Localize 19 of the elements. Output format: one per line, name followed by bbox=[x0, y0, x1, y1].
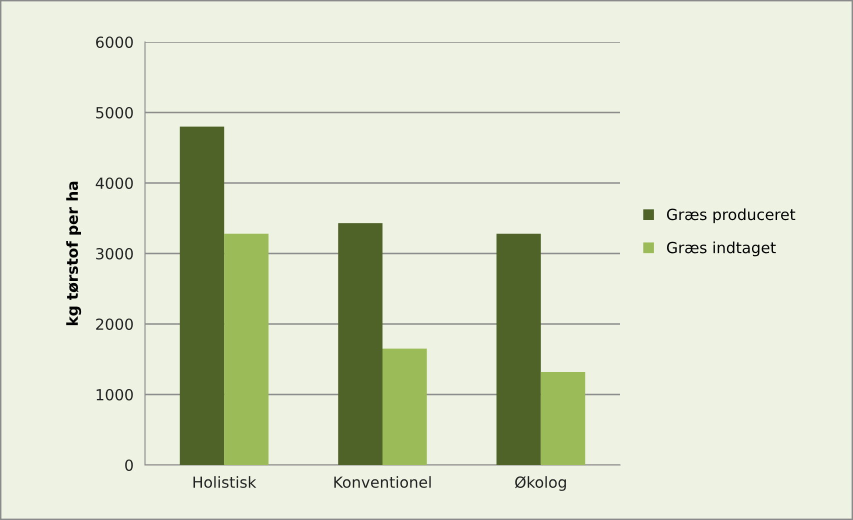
legend-label: Græs indtaget bbox=[667, 242, 776, 256]
x-tick-label: Økolog bbox=[515, 476, 566, 491]
y-tick-label: 2000 bbox=[96, 318, 133, 330]
y-axis-title: kg tørstof per ha bbox=[66, 182, 82, 326]
y-tick-label: 1000 bbox=[96, 388, 133, 401]
y-tick-label: 5000 bbox=[96, 106, 133, 119]
y-tick-label: 6000 bbox=[96, 36, 133, 48]
x-tick-label: Holistisk bbox=[194, 476, 256, 488]
bar bbox=[540, 372, 586, 465]
y-tick-label: 0 bbox=[125, 459, 133, 472]
x-tick-label: Konventionel bbox=[334, 476, 431, 488]
bar bbox=[382, 348, 427, 465]
bar bbox=[224, 234, 268, 465]
y-tick-label: 4000 bbox=[96, 177, 133, 190]
bar bbox=[496, 234, 541, 465]
y-tick-label: 3000 bbox=[96, 248, 133, 260]
bar bbox=[180, 126, 224, 465]
legend-label: Græs produceret bbox=[667, 208, 796, 224]
bar bbox=[338, 223, 382, 465]
